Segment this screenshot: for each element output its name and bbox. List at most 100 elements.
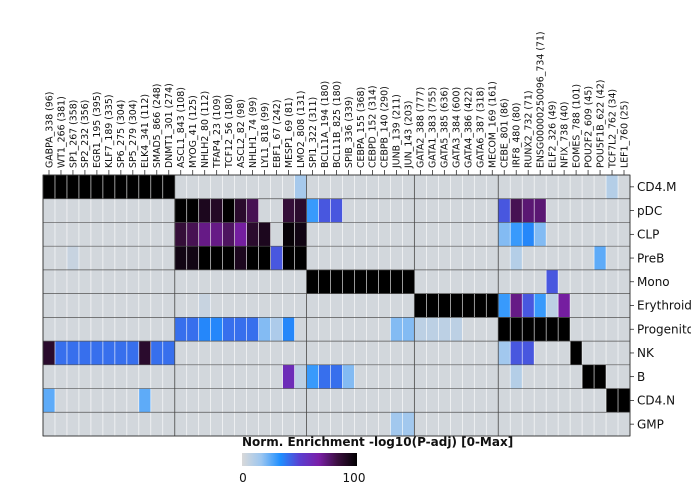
heatmap-cell — [534, 269, 547, 294]
heatmap-cell — [390, 175, 403, 200]
column-label: SMAD5_866 (248) — [152, 84, 163, 168]
heatmap-cell — [150, 269, 164, 294]
heatmap-cell — [54, 293, 68, 318]
heatmap-cell — [366, 412, 379, 437]
heatmap-cell — [270, 222, 283, 247]
heatmap-cell — [126, 222, 140, 247]
heatmap-cell — [43, 246, 56, 271]
heatmap-cell — [174, 246, 188, 271]
heatmap-cell — [162, 412, 176, 437]
heatmap-cell — [522, 293, 535, 318]
heatmap-cell — [126, 341, 140, 366]
heatmap-cell — [450, 198, 463, 223]
heatmap-cell — [270, 293, 283, 318]
heatmap-cell — [522, 246, 535, 271]
heatmap-cell — [546, 317, 559, 342]
heatmap-cell — [234, 317, 247, 342]
heatmap-cell — [486, 246, 499, 271]
heatmap-cell — [186, 269, 200, 294]
heatmap-cell — [150, 246, 164, 271]
heatmap-cell — [618, 222, 631, 247]
heatmap-cell — [294, 412, 307, 437]
heatmap-cell — [426, 412, 439, 437]
column-label: SP1_267 (358) — [68, 100, 79, 168]
heatmap-cell — [354, 175, 367, 200]
heatmap-cell — [210, 293, 223, 318]
heatmap-cell — [162, 175, 176, 200]
heatmap-cell — [90, 222, 104, 247]
heatmap-cell — [462, 269, 475, 294]
heatmap-cell — [414, 388, 427, 413]
heatmap-cell — [102, 222, 116, 247]
heatmap-cell — [414, 341, 427, 366]
heatmap-cell — [246, 175, 259, 200]
heatmap-cell — [618, 388, 631, 413]
heatmap-cell — [378, 246, 391, 271]
heatmap-cell — [546, 175, 559, 200]
heatmap-cell — [294, 293, 307, 318]
heatmap-cell — [462, 341, 475, 366]
column-label: WT1_266 (381) — [56, 96, 67, 168]
heatmap-cell — [210, 246, 223, 271]
heatmap-cell — [54, 364, 68, 389]
heatmap-cell — [246, 222, 259, 247]
heatmap-cell — [342, 269, 355, 294]
column-label: MECOM_169 (161) — [488, 81, 499, 168]
legend-title: Norm. Enrichment -log10(P-adj) [0-Max] — [242, 435, 513, 449]
heatmap-cell — [402, 412, 415, 437]
heatmap-cell — [54, 175, 68, 200]
heatmap-cell — [414, 269, 427, 294]
heatmap-cell — [43, 222, 56, 247]
heatmap-cell — [234, 222, 247, 247]
heatmap-cell — [294, 341, 307, 366]
heatmap-cell — [606, 269, 619, 294]
heatmap-cell — [426, 341, 439, 366]
heatmap-cell — [582, 246, 595, 271]
heatmap-cell — [246, 364, 259, 389]
heatmap-cell — [330, 269, 343, 294]
heatmap-cell — [90, 175, 104, 200]
heatmap-cell — [486, 222, 499, 247]
heatmap-cell — [246, 388, 259, 413]
heatmap-cell — [438, 198, 451, 223]
heatmap-cell — [582, 388, 595, 413]
heatmap-cell — [198, 222, 212, 247]
heatmap-cell — [162, 317, 176, 342]
heatmap-cell — [366, 341, 379, 366]
heatmap-cell — [474, 246, 487, 271]
heatmap-cell — [462, 388, 475, 413]
heatmap-cell — [210, 222, 223, 247]
heatmap-cell — [270, 364, 283, 389]
heatmap-cell — [366, 388, 379, 413]
heatmap-cell — [522, 175, 535, 200]
heatmap-cell — [534, 364, 547, 389]
heatmap-cell — [342, 412, 355, 437]
heatmap-cell — [582, 222, 595, 247]
heatmap-cell — [594, 269, 607, 294]
heatmap-cell — [90, 246, 104, 271]
heatmap-cell — [318, 222, 331, 247]
heatmap-cell — [78, 364, 92, 389]
heatmap-cell — [198, 364, 212, 389]
row-label: NK — [637, 346, 655, 360]
heatmap-cell — [150, 388, 164, 413]
row-label: Erythroid — [637, 299, 691, 313]
heatmap-cell — [198, 317, 212, 342]
heatmap-cell — [258, 412, 271, 437]
heatmap-cell — [282, 412, 295, 437]
column-label: ASCL1_843 (108) — [176, 87, 187, 168]
heatmap-cell — [234, 364, 247, 389]
column-label: ELK4_341 (112) — [140, 94, 151, 168]
heatmap-cell — [258, 341, 271, 366]
heatmap-cell — [174, 222, 188, 247]
heatmap-cell — [426, 388, 439, 413]
heatmap-cell — [498, 317, 511, 342]
heatmap-cell — [486, 175, 499, 200]
heatmap-cell — [390, 246, 403, 271]
heatmap-cell — [354, 198, 367, 223]
heatmap-cell — [234, 412, 247, 437]
heatmap-cell — [522, 222, 535, 247]
heatmap-cell — [606, 175, 619, 200]
heatmap-cell — [90, 412, 104, 437]
heatmap-cell — [174, 198, 188, 223]
